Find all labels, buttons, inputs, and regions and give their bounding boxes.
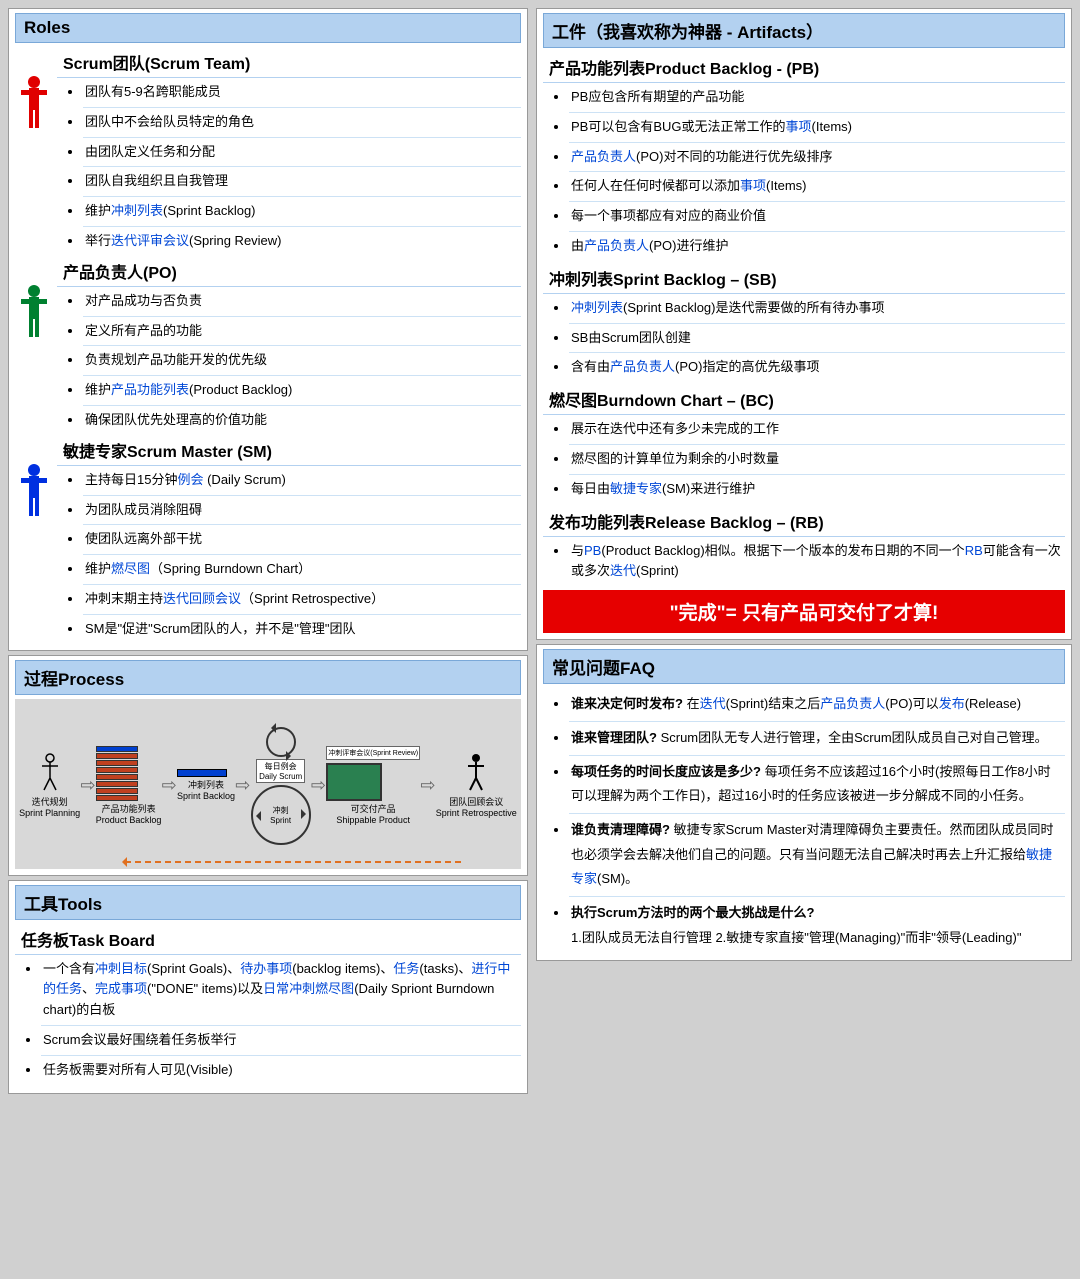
shippable-node: 冲刺评审会议(Sprint Review) 可交付产品 Shippable Pr…: [326, 746, 420, 826]
done-banner: "完成"= 只有产品可交付了才算!: [543, 590, 1065, 633]
role-items: 对产品成功与否负责定义所有产品的功能负责规划产品功能开发的优先级维护产品功能列表…: [57, 287, 521, 435]
person-icon: [19, 463, 49, 519]
list-item: 团队自我组织且自我管理: [83, 167, 521, 197]
roles-panel: Roles Scrum团队(Scrum Team)团队有5-9名跨职能成员团队中…: [8, 8, 528, 651]
list-item: 确保团队优先处理高的价值功能: [83, 406, 521, 435]
list-item: PB应包含所有期望的产品功能: [569, 83, 1065, 113]
product-backlog-node: 产品功能列表 Product Backlog: [96, 746, 162, 826]
artifacts-heading: 工件（我喜欢称为神器 - Artifacts）: [543, 13, 1065, 48]
faq-list: 谁来决定何时发布? 在迭代(Sprint)结束之后产品负责人(PO)可以发布(R…: [543, 688, 1065, 954]
artifact-bc: 燃尽图Burndown Chart – (BC)展示在迭代中还有多少未完成的工作…: [543, 384, 1065, 503]
list-item: 负责规划产品功能开发的优先级: [83, 346, 521, 376]
list-item: PB可以包含有BUG或无法正常工作的事项(Items): [569, 113, 1065, 143]
list-item: 任务板需要对所有人可见(Visible): [41, 1056, 521, 1085]
artifact-title: 冲刺列表Sprint Backlog – (SB): [543, 263, 1065, 294]
process-heading: 过程Process: [15, 660, 521, 695]
list-item: 产品负责人(PO)对不同的功能进行优先级排序: [569, 143, 1065, 173]
list-item: 每项任务的时间长度应该是多少? 每项任务不应该超过16个小时(按照每日工作8小时…: [569, 756, 1065, 814]
sprint-planning-node: 迭代规划 Sprint Planning: [19, 752, 80, 819]
list-item: 冲刺末期主持迭代回顾会议（Sprint Retrospective）: [83, 585, 521, 615]
process-diagram: 迭代规划 Sprint Planning ⇨ 产品功能列表 Product Ba…: [15, 699, 521, 869]
list-item: 执行Scrum方法时的两个最大挑战是什么? 1.团队成员无法自行管理 2.敏捷专…: [569, 897, 1065, 954]
person-icon: [19, 75, 49, 131]
sprint-cycle-node: 每日例会 Daily Scrum 冲刺 Sprint: [251, 727, 311, 845]
artifact-items: 展示在迭代中还有多少未完成的工作燃尽图的计算单位为剩余的小时数量每日由敏捷专家(…: [543, 415, 1065, 503]
list-item: 谁来管理团队? Scrum团队无专人进行管理，全由Scrum团队成员自己对自己管…: [569, 722, 1065, 756]
artifact-title: 燃尽图Burndown Chart – (BC): [543, 384, 1065, 415]
list-item: 由团队定义任务和分配: [83, 138, 521, 168]
list-item: SM是"促进"Scrum团队的人，并不是"管理"团队: [83, 615, 521, 644]
list-item: 每日由敏捷专家(SM)来进行维护: [569, 475, 1065, 504]
list-item: 对产品成功与否负责: [83, 287, 521, 317]
arrow-icon: ⇨: [420, 775, 435, 796]
faq-panel: 常见问题FAQ 谁来决定何时发布? 在迭代(Sprint)结束之后产品负责人(P…: [536, 644, 1072, 961]
list-item: 维护产品功能列表(Product Backlog): [83, 376, 521, 406]
artifact-pb: 产品功能列表Product Backlog - (PB)PB应包含所有期望的产品…: [543, 52, 1065, 261]
feedback-arrow: [125, 861, 461, 863]
taskboard-heading: 任务板Task Board: [15, 924, 521, 955]
artifact-items: 与PB(Product Backlog)相似。根据下一个版本的发布日期的不同一个…: [543, 537, 1065, 587]
list-item: 维护燃尽图（Spring Burndown Chart）: [83, 555, 521, 585]
faq-heading: 常见问题FAQ: [543, 649, 1065, 684]
role-title: 敏捷专家Scrum Master (SM): [57, 435, 521, 466]
person-icon: [19, 284, 49, 340]
list-item: 任何人在任何时候都可以添加事项(Items): [569, 172, 1065, 202]
list-item: 使团队远离外部干扰: [83, 525, 521, 555]
list-item: 由产品负责人(PO)进行维护: [569, 232, 1065, 261]
list-item: SB由Scrum团队创建: [569, 324, 1065, 354]
role-team: Scrum团队(Scrum Team)团队有5-9名跨职能成员团队中不会给队员特…: [15, 47, 521, 256]
artifacts-panel: 工件（我喜欢称为神器 - Artifacts） 产品功能列表Product Ba…: [536, 8, 1072, 640]
list-item: 定义所有产品的功能: [83, 317, 521, 347]
tools-panel: 工具Tools 任务板Task Board 一个含有冲刺目标(Sprint Go…: [8, 880, 528, 1094]
sprint-backlog-node: 冲刺列表 Sprint Backlog: [177, 769, 235, 802]
list-item: 燃尽图的计算单位为剩余的小时数量: [569, 445, 1065, 475]
list-item: 谁来决定何时发布? 在迭代(Sprint)结束之后产品负责人(PO)可以发布(R…: [569, 688, 1065, 722]
list-item: 一个含有冲刺目标(Sprint Goals)、待办事项(backlog item…: [41, 955, 521, 1026]
list-item: 团队中不会给队员特定的角色: [83, 108, 521, 138]
role-po: 产品负责人(PO)对产品成功与否负责定义所有产品的功能负责规划产品功能开发的优先…: [15, 256, 521, 435]
role-title: Scrum团队(Scrum Team): [57, 47, 521, 78]
list-item: 每一个事项都应有对应的商业价值: [569, 202, 1065, 232]
artifact-items: PB应包含所有期望的产品功能PB可以包含有BUG或无法正常工作的事项(Items…: [543, 83, 1065, 261]
list-item: 维护冲刺列表(Sprint Backlog): [83, 197, 521, 227]
person-icon: [464, 752, 488, 792]
arrow-icon: ⇨: [162, 775, 177, 796]
list-item: 含有由产品负责人(PO)指定的高优先级事项: [569, 353, 1065, 382]
artifact-title: 产品功能列表Product Backlog - (PB): [543, 52, 1065, 83]
arrow-icon: ⇨: [311, 775, 326, 796]
list-item: 团队有5-9名跨职能成员: [83, 78, 521, 108]
list-item: 为团队成员消除阻碍: [83, 496, 521, 526]
list-item: 与PB(Product Backlog)相似。根据下一个版本的发布日期的不同一个…: [569, 537, 1065, 587]
taskboard-list: 一个含有冲刺目标(Sprint Goals)、待办事项(backlog item…: [15, 955, 521, 1085]
artifact-rb: 发布功能列表Release Backlog – (RB)与PB(Product …: [543, 506, 1065, 587]
retrospective-node: 团队回顾会议 Sprint Retrospective: [436, 752, 517, 819]
list-item: 展示在迭代中还有多少未完成的工作: [569, 415, 1065, 445]
list-item: Scrum会议最好围绕着任务板举行: [41, 1026, 521, 1056]
artifact-sb: 冲刺列表Sprint Backlog – (SB)冲刺列表(Sprint Bac…: [543, 263, 1065, 382]
list-item: 举行迭代评审会议(Spring Review): [83, 227, 521, 256]
arrow-icon: ⇨: [235, 775, 250, 796]
process-panel: 过程Process 迭代规划 Sprint Planning ⇨ 产品功能列表 …: [8, 655, 528, 876]
arrow-icon: ⇨: [80, 775, 95, 796]
roles-heading: Roles: [15, 13, 521, 43]
list-item: 冲刺列表(Sprint Backlog)是迭代需要做的所有待办事项: [569, 294, 1065, 324]
role-items: 主持每日15分钟例会 (Daily Scrum)为团队成员消除阻碍使团队远离外部…: [57, 466, 521, 644]
list-item: 谁负责清理障碍? 敏捷专家Scrum Master对清理障碍负主要责任。然而团队…: [569, 814, 1065, 897]
role-title: 产品负责人(PO): [57, 256, 521, 287]
person-icon: [38, 752, 62, 792]
role-items: 团队有5-9名跨职能成员团队中不会给队员特定的角色由团队定义任务和分配团队自我组…: [57, 78, 521, 256]
artifact-title: 发布功能列表Release Backlog – (RB): [543, 506, 1065, 537]
role-sm: 敏捷专家Scrum Master (SM)主持每日15分钟例会 (Daily S…: [15, 435, 521, 644]
artifact-items: 冲刺列表(Sprint Backlog)是迭代需要做的所有待办事项SB由Scru…: [543, 294, 1065, 382]
list-item: 主持每日15分钟例会 (Daily Scrum): [83, 466, 521, 496]
tools-heading: 工具Tools: [15, 885, 521, 920]
